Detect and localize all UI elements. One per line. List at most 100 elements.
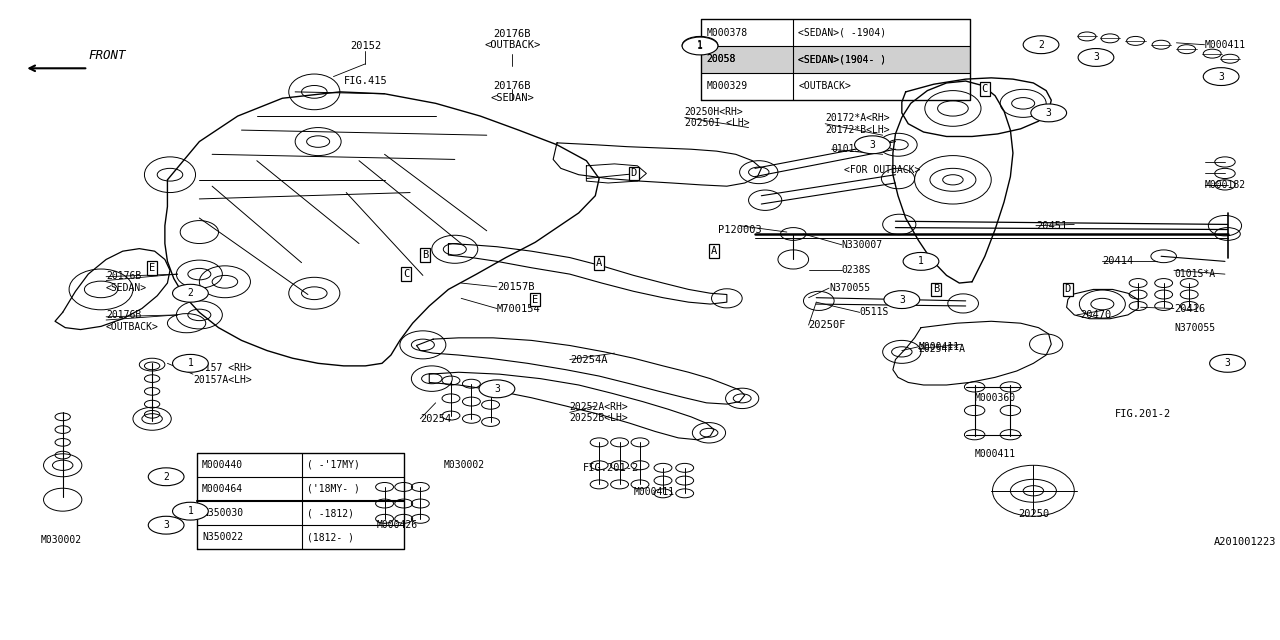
Text: M000360: M000360 bbox=[974, 393, 1016, 403]
Text: 3: 3 bbox=[164, 520, 169, 530]
Text: M030002: M030002 bbox=[41, 535, 82, 545]
Text: 20176B
<OUTBACK>: 20176B <OUTBACK> bbox=[484, 29, 540, 51]
Circle shape bbox=[1078, 49, 1114, 67]
Text: 3: 3 bbox=[1046, 108, 1052, 118]
Text: 3: 3 bbox=[1225, 358, 1230, 369]
Text: 20254: 20254 bbox=[420, 414, 452, 424]
Text: 2: 2 bbox=[187, 288, 193, 298]
Text: 3: 3 bbox=[899, 294, 905, 305]
Text: D: D bbox=[1065, 284, 1071, 294]
Text: 20176B
<SEDAN>: 20176B <SEDAN> bbox=[490, 81, 534, 102]
Text: <SEDAN>( -1904): <SEDAN>( -1904) bbox=[799, 28, 887, 38]
Text: 20451: 20451 bbox=[1036, 221, 1068, 230]
Circle shape bbox=[904, 252, 938, 270]
Text: C: C bbox=[403, 269, 410, 279]
Text: (1812- ): (1812- ) bbox=[307, 532, 353, 542]
Text: FIG.415: FIG.415 bbox=[343, 76, 388, 86]
Text: M000411: M000411 bbox=[919, 342, 960, 352]
Text: M000426: M000426 bbox=[376, 520, 417, 530]
Circle shape bbox=[173, 284, 209, 302]
Text: M000411: M000411 bbox=[974, 449, 1016, 459]
Text: 1: 1 bbox=[918, 257, 924, 266]
Circle shape bbox=[148, 516, 184, 534]
Circle shape bbox=[682, 36, 718, 54]
Text: 1: 1 bbox=[698, 41, 703, 51]
Circle shape bbox=[884, 291, 920, 308]
Text: P120003: P120003 bbox=[718, 225, 762, 234]
Text: 20252A<RH>
20252B<LH>: 20252A<RH> 20252B<LH> bbox=[570, 401, 628, 423]
Circle shape bbox=[1030, 104, 1066, 122]
Text: 20250H<RH>
20250I <LH>: 20250H<RH> 20250I <LH> bbox=[685, 107, 749, 128]
Text: A: A bbox=[596, 258, 603, 268]
Text: N370055: N370055 bbox=[1174, 323, 1215, 333]
Text: N350022: N350022 bbox=[202, 532, 243, 542]
Circle shape bbox=[173, 502, 209, 520]
Text: 20058: 20058 bbox=[707, 54, 736, 65]
Text: <SEDAN>(1904- ): <SEDAN>(1904- ) bbox=[799, 54, 887, 65]
Text: E: E bbox=[148, 263, 155, 273]
Text: B: B bbox=[422, 250, 429, 260]
Circle shape bbox=[855, 136, 891, 154]
Text: 20176B
<OUTBACK>: 20176B <OUTBACK> bbox=[106, 310, 159, 332]
Text: 20416: 20416 bbox=[1174, 303, 1206, 314]
Text: 2: 2 bbox=[1038, 40, 1044, 50]
Text: <FOR OUTBACK>: <FOR OUTBACK> bbox=[845, 165, 920, 175]
Text: N370055: N370055 bbox=[829, 283, 870, 293]
Circle shape bbox=[1210, 355, 1245, 372]
Text: 20058: 20058 bbox=[707, 54, 736, 65]
Circle shape bbox=[148, 468, 184, 486]
Text: 20172*A<RH>
20172*B<LH>: 20172*A<RH> 20172*B<LH> bbox=[826, 113, 890, 134]
Text: 20414: 20414 bbox=[1102, 257, 1134, 266]
Circle shape bbox=[682, 37, 718, 55]
Text: 20250: 20250 bbox=[1018, 509, 1050, 519]
Text: M000440: M000440 bbox=[202, 460, 243, 470]
Text: M000411: M000411 bbox=[1204, 40, 1245, 50]
Text: 1: 1 bbox=[698, 40, 703, 51]
Text: ( -1812): ( -1812) bbox=[307, 508, 353, 518]
Text: M000329: M000329 bbox=[707, 81, 748, 91]
Text: FRONT: FRONT bbox=[88, 49, 125, 62]
Text: N350030: N350030 bbox=[202, 508, 243, 518]
Text: A: A bbox=[710, 246, 717, 256]
Text: <SEDAN>(1904- ): <SEDAN>(1904- ) bbox=[799, 54, 887, 65]
Text: E: E bbox=[532, 294, 539, 305]
FancyBboxPatch shape bbox=[701, 46, 969, 73]
Text: 0101S*B: 0101S*B bbox=[832, 144, 873, 154]
Text: 20250F: 20250F bbox=[809, 320, 846, 330]
Text: M700154: M700154 bbox=[497, 303, 540, 314]
Text: M030002: M030002 bbox=[443, 460, 484, 470]
Circle shape bbox=[173, 355, 209, 372]
Text: M000378: M000378 bbox=[707, 28, 748, 38]
Text: 0238S: 0238S bbox=[842, 266, 872, 275]
Text: B: B bbox=[933, 284, 940, 294]
Circle shape bbox=[479, 380, 515, 397]
Text: 20254F*A: 20254F*A bbox=[919, 344, 965, 354]
Circle shape bbox=[1203, 68, 1239, 86]
Text: 20470: 20470 bbox=[1080, 310, 1112, 320]
Text: 20157B: 20157B bbox=[497, 282, 535, 292]
Text: 20157 <RH>
20157A<LH>: 20157 <RH> 20157A<LH> bbox=[193, 364, 252, 385]
Text: 1: 1 bbox=[187, 506, 193, 516]
Text: 2: 2 bbox=[164, 472, 169, 482]
Text: FIG.201-2: FIG.201-2 bbox=[582, 463, 639, 473]
Text: 3: 3 bbox=[869, 140, 876, 150]
Text: <OUTBACK>: <OUTBACK> bbox=[799, 81, 851, 91]
Text: 3: 3 bbox=[1219, 72, 1224, 81]
Text: M000464: M000464 bbox=[202, 484, 243, 494]
Text: C: C bbox=[982, 84, 988, 94]
Text: 1: 1 bbox=[187, 358, 193, 369]
Text: 3: 3 bbox=[1093, 52, 1100, 63]
Text: D: D bbox=[631, 168, 636, 179]
Text: 0101S*A: 0101S*A bbox=[1174, 269, 1215, 279]
Text: 20176B
<SEDAN>: 20176B <SEDAN> bbox=[106, 271, 147, 292]
Circle shape bbox=[1023, 36, 1059, 54]
Text: M000182: M000182 bbox=[1204, 180, 1245, 190]
Text: 20254A: 20254A bbox=[570, 355, 607, 365]
Text: 0511S: 0511S bbox=[860, 307, 890, 317]
Text: ('18MY- ): ('18MY- ) bbox=[307, 484, 360, 494]
Text: 20152: 20152 bbox=[349, 41, 381, 51]
Text: ( -'17MY): ( -'17MY) bbox=[307, 460, 360, 470]
Text: N330007: N330007 bbox=[842, 240, 883, 250]
Text: A201001223: A201001223 bbox=[1213, 537, 1276, 547]
Text: M000411: M000411 bbox=[634, 487, 675, 497]
